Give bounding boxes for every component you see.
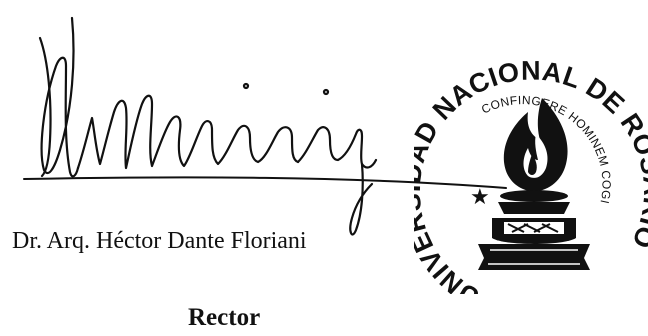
signer-title: Rector [188,304,261,331]
university-seal: UNIVERSIDAD NACIONAL DE ROSARIO CONFINGE… [414,56,648,294]
flame-icon [503,98,568,192]
signer-name: Dr. Arq. Héctor Dante Floriani [12,228,307,254]
star-icon: ★ [470,185,490,210]
lamp-pedestal-icon [478,190,590,270]
